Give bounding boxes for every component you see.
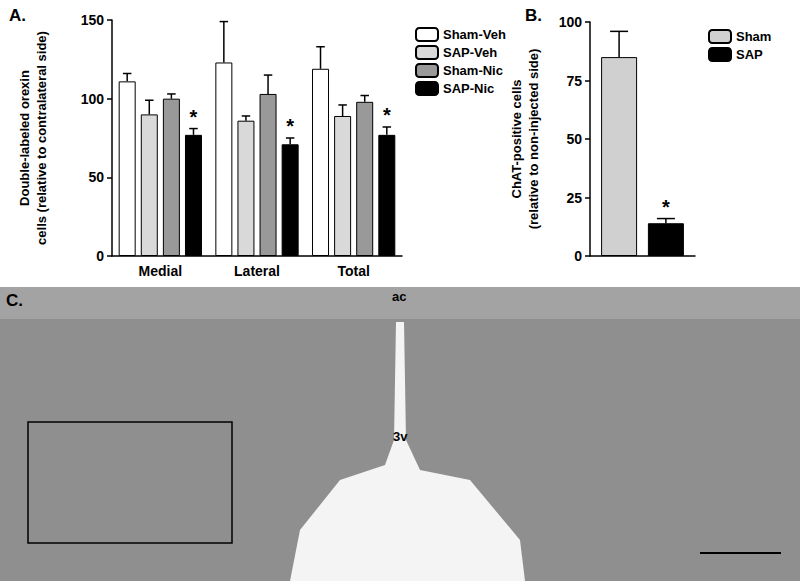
svg-text:SAP-Veh: SAP-Veh [443, 45, 497, 60]
svg-text:Lateral: Lateral [234, 263, 280, 279]
svg-text:3v: 3v [393, 429, 408, 444]
svg-text:ChAT-positive cells: ChAT-positive cells [509, 80, 524, 199]
svg-text:B.: B. [525, 6, 542, 25]
svg-text:Sham-Veh: Sham-Veh [443, 27, 506, 42]
svg-text:Double-labeled orexin: Double-labeled orexin [17, 70, 32, 206]
svg-text:Total: Total [337, 263, 369, 279]
svg-text:*: * [286, 115, 294, 137]
svg-text:0: 0 [96, 248, 104, 264]
svg-text:Sham-Nic: Sham-Nic [443, 63, 503, 78]
svg-text:Sham: Sham [736, 29, 771, 44]
svg-text:(relative to non-injected side: (relative to non-injected side) [526, 49, 541, 230]
svg-text:C.: C. [6, 291, 23, 310]
svg-text:50: 50 [566, 131, 582, 147]
svg-text:*: * [190, 106, 198, 128]
svg-text:50: 50 [88, 169, 104, 185]
svg-text:75: 75 [566, 73, 582, 89]
svg-text:*: * [383, 104, 391, 126]
svg-text:ac: ac [392, 289, 406, 304]
svg-text:*: * [662, 196, 670, 218]
svg-text:cells (relative to contralater: cells (relative to contralateral side) [34, 31, 49, 245]
svg-text:100: 100 [559, 14, 583, 30]
svg-text:Medial: Medial [139, 263, 183, 279]
svg-text:25: 25 [566, 190, 582, 206]
svg-text:A.: A. [9, 6, 26, 25]
svg-text:100: 100 [81, 91, 105, 107]
svg-text:SAP-Nic: SAP-Nic [443, 81, 494, 96]
svg-text:0: 0 [574, 248, 582, 264]
svg-text:SAP: SAP [736, 47, 763, 62]
svg-text:150: 150 [81, 12, 105, 28]
